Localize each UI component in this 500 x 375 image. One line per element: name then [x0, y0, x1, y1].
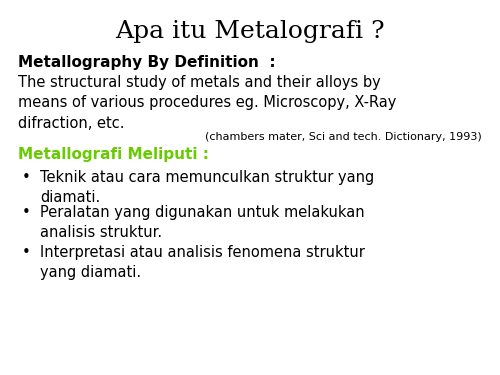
Text: Interpretasi atau analisis fenomena struktur
yang diamati.: Interpretasi atau analisis fenomena stru… — [40, 245, 365, 280]
Text: •: • — [22, 245, 31, 260]
Text: •: • — [22, 170, 31, 185]
Text: Metallography By Definition  :: Metallography By Definition : — [18, 55, 276, 70]
Text: Peralatan yang digunakan untuk melakukan
analisis struktur.: Peralatan yang digunakan untuk melakukan… — [40, 205, 364, 240]
Text: •: • — [22, 205, 31, 220]
Text: The structural study of metals and their alloys by
means of various procedures e: The structural study of metals and their… — [18, 75, 396, 131]
Text: Teknik atau cara memunculkan struktur yang
diamati.: Teknik atau cara memunculkan struktur ya… — [40, 170, 374, 206]
Text: Metallografi Meliputi :: Metallografi Meliputi : — [18, 147, 209, 162]
Text: Apa itu Metalografi ?: Apa itu Metalografi ? — [115, 20, 385, 43]
Text: (chambers mater, Sci and tech. Dictionary, 1993): (chambers mater, Sci and tech. Dictionar… — [206, 132, 482, 142]
